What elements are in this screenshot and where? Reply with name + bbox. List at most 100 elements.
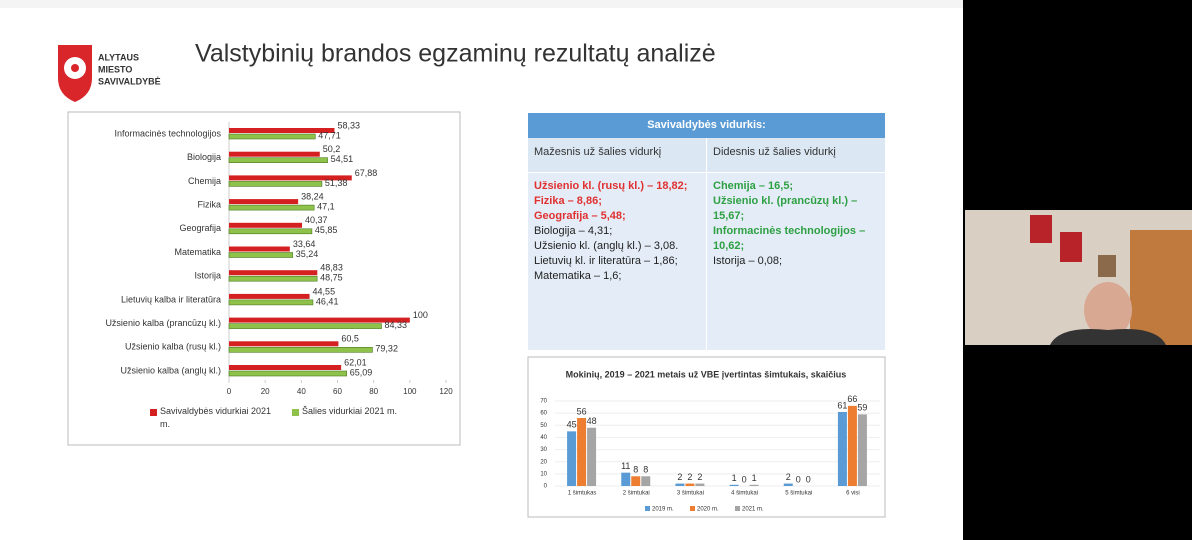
y-tick-label: 40 (540, 435, 547, 441)
table-header: Savivaldybės vidurkis: (528, 113, 885, 138)
bar (837, 411, 847, 486)
legend-label: 2020 m. (697, 507, 719, 513)
y-tick-label: Istorija (194, 271, 221, 281)
y-tick-label: Chemija (188, 176, 221, 186)
value-label: 45 (567, 420, 577, 430)
table-item: Chemija – 16,5; (713, 180, 794, 192)
legend-swatch (735, 506, 740, 511)
x-tick-label: 20 (261, 387, 270, 396)
top-strip (0, 0, 963, 8)
bar (847, 405, 857, 486)
y-tick-label: 70 (540, 399, 547, 405)
value-label: 33,64 (293, 239, 316, 249)
value-label: 44,55 (313, 286, 336, 296)
bar (641, 476, 651, 486)
bar (229, 246, 290, 252)
value-label: 51,38 (325, 178, 348, 188)
chart-title: Mokinių, 2019 – 2021 metais už VBE įvert… (566, 369, 847, 379)
value-label: 48,83 (320, 263, 343, 273)
y-tick-label: Informacinės technologijos (114, 128, 221, 138)
value-label: 2 (697, 472, 702, 482)
value-label: 100 (413, 310, 428, 320)
y-tick-label: 30 (540, 447, 547, 453)
y-tick-label: Užsienio kalba (anglų kl.) (120, 365, 221, 375)
webcam-flag (1060, 232, 1082, 262)
value-label: 45,85 (315, 225, 338, 235)
x-tick-label: 120 (439, 387, 453, 396)
table-item: Geografija – 5,48; (534, 210, 626, 222)
x-tick-label: 100 (403, 387, 417, 396)
value-label: 56 (577, 406, 587, 416)
legend-swatch (645, 506, 650, 511)
value-label: 1 (732, 473, 737, 483)
bar (229, 199, 299, 205)
bar (783, 483, 793, 486)
bar (228, 204, 315, 211)
bar (675, 483, 685, 486)
bar (229, 128, 335, 133)
x-tick-label: 60 (333, 387, 342, 396)
value-label: 62,01 (344, 357, 367, 367)
bar (229, 222, 303, 228)
webcam-flag (1030, 215, 1052, 243)
value-label: 48,75 (320, 273, 343, 283)
bar (229, 151, 320, 157)
value-label: 66 (847, 394, 857, 404)
table-cell: Chemija – 16,5; Užsienio kl. (prancūzų kl… (707, 173, 885, 350)
y-tick-label: 10 (540, 471, 547, 477)
y-tick-label: Lietuvių kalba ir literatūra (121, 294, 221, 304)
table-item: Biologija – 4,31; (534, 225, 613, 237)
bar (695, 483, 705, 486)
bar (729, 484, 739, 486)
y-tick-label: Užsienio kalba (prancūzų kl.) (105, 318, 221, 328)
y-tick-label: 60 (540, 411, 547, 417)
value-label: 35,24 (296, 249, 319, 259)
legend-label: Savivaldybės vidurkiai 2021 m. (160, 406, 272, 429)
y-tick-label: Matematika (174, 247, 221, 257)
table-item: Užsienio kl. (rusų kl.) – 18,82; (534, 180, 688, 192)
value-label: 0 (806, 474, 811, 484)
bar (567, 431, 577, 486)
value-label: 59 (857, 403, 867, 413)
webcam-body (1050, 329, 1166, 345)
value-label: 58,33 (337, 120, 360, 130)
webcam-head (1084, 282, 1132, 338)
bar (857, 414, 867, 486)
value-label: 8 (643, 465, 648, 475)
value-label: 67,88 (355, 168, 378, 178)
value-label: 54,51 (331, 154, 354, 164)
table-item: Matematika – 1,6; (534, 270, 622, 282)
bar (228, 228, 313, 235)
legend-swatch (292, 409, 299, 416)
x-tick-label: 80 (369, 387, 378, 396)
logo-rose-center (71, 64, 79, 72)
table-item: Fizika – 8,86; (534, 195, 602, 207)
slide-title: Valstybinių brandos egzaminų rezultatų a… (195, 40, 716, 68)
bar (229, 341, 339, 347)
table-item: Lietuvių kl. ir literatūra – 1,86; (534, 255, 678, 267)
y-tick-label: Geografija (179, 223, 221, 233)
x-tick-label: 2 šimtukai (623, 491, 650, 497)
table-item: Istorija – 0,08; (713, 255, 783, 267)
webcam (965, 210, 1192, 345)
value-label: 47,1 (317, 201, 335, 211)
value-label: 11 (621, 461, 630, 471)
x-tick-label: 1 šimtukas (568, 491, 597, 497)
x-tick-label: 0 (227, 387, 232, 396)
bar (685, 483, 695, 486)
bar (621, 472, 631, 486)
logo-text: SAVIVALDYBĖ (98, 76, 161, 86)
x-tick-label: 5 šimtukai (785, 491, 812, 497)
bar (228, 133, 316, 140)
bar (228, 370, 348, 377)
value-label: 2 (786, 472, 791, 482)
legend-label: 2019 m. (652, 507, 674, 513)
value-label: 61 (837, 400, 847, 410)
legend-swatch (150, 409, 157, 416)
y-tick-label: Biologija (187, 152, 221, 162)
table-item: Užsienio kl. (prancūzų kl.) – 15,67; (713, 195, 858, 222)
bar (228, 323, 382, 329)
webcam-picture (1098, 255, 1116, 277)
bar (228, 299, 314, 306)
value-label: 0 (796, 474, 801, 484)
